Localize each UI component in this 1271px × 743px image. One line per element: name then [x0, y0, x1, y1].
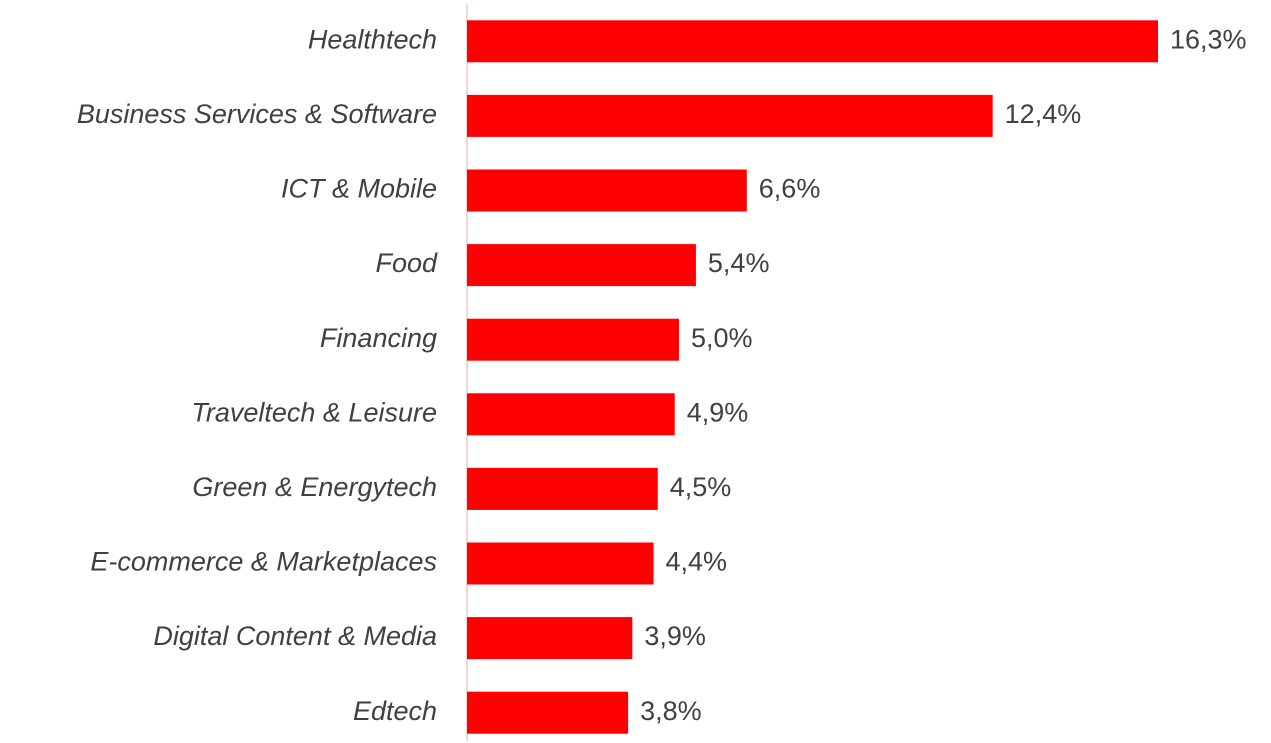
- category-label: Healthtech: [308, 24, 437, 54]
- bar: [467, 691, 629, 734]
- value-label: 16,3%: [1170, 24, 1247, 54]
- bar: [467, 542, 654, 585]
- value-label: 12,4%: [1005, 99, 1082, 129]
- category-label: Green & Energytech: [192, 472, 437, 502]
- value-label: 4,5%: [670, 472, 732, 502]
- category-label: Edtech: [353, 696, 437, 726]
- value-label: 5,4%: [708, 248, 770, 278]
- category-label: Digital Content & Media: [153, 621, 437, 651]
- value-label: 6,6%: [759, 174, 821, 204]
- bar: [467, 169, 747, 212]
- category-label: Financing: [320, 323, 437, 353]
- bar: [467, 393, 675, 436]
- bar: [467, 94, 993, 137]
- value-label: 3,9%: [644, 621, 706, 651]
- value-label: 4,9%: [687, 397, 749, 427]
- category-label: Food: [375, 248, 438, 278]
- value-label: 3,8%: [640, 696, 702, 726]
- category-label: E-commerce & Marketplaces: [90, 547, 437, 577]
- value-label: 4,4%: [666, 547, 728, 577]
- bar: [467, 20, 1158, 63]
- bar: [467, 467, 658, 510]
- bar: [467, 318, 679, 361]
- category-label: Traveltech & Leisure: [191, 397, 437, 427]
- category-label: Business Services & Software: [77, 99, 437, 129]
- category-label: ICT & Mobile: [281, 174, 437, 204]
- bar: [467, 617, 633, 660]
- bar: [467, 244, 696, 287]
- value-label: 5,0%: [691, 323, 753, 353]
